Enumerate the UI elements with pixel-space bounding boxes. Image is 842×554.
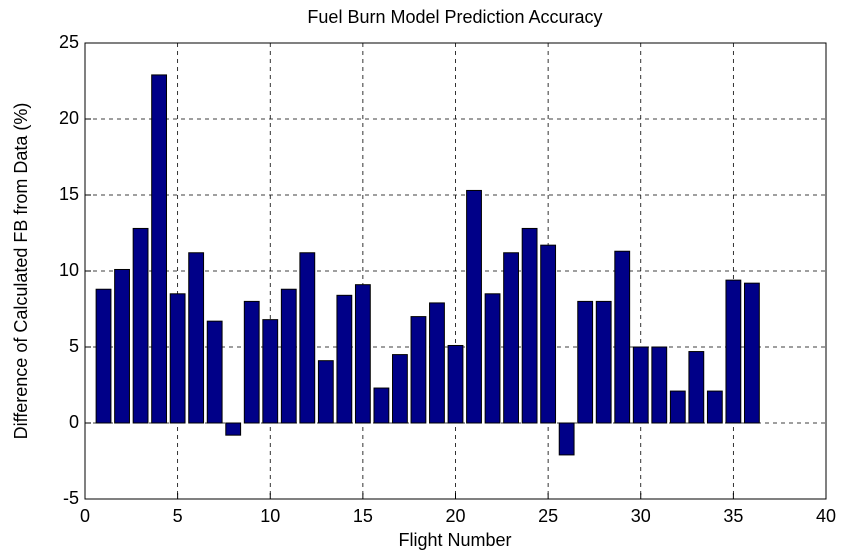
bar <box>392 354 408 424</box>
bar <box>132 227 149 424</box>
x-tick-label: 10 <box>260 506 280 526</box>
bar <box>410 316 427 424</box>
x-tick-label: 15 <box>353 506 373 526</box>
y-tick-label: 5 <box>69 336 79 356</box>
x-tick-label: 20 <box>445 506 465 526</box>
chart-title: Fuel Burn Model Prediction Accuracy <box>307 7 602 27</box>
x-tick-label: 30 <box>631 506 651 526</box>
y-tick-label: 15 <box>59 184 79 204</box>
bar <box>206 320 223 424</box>
bar <box>280 288 297 424</box>
bar <box>614 250 631 424</box>
bar <box>651 346 668 424</box>
bar <box>243 300 260 424</box>
x-tick-label: 0 <box>80 506 90 526</box>
y-tick-label: 25 <box>59 32 79 52</box>
bar <box>632 346 649 424</box>
bar <box>484 293 501 424</box>
bar <box>521 227 538 424</box>
bar <box>540 244 557 424</box>
bar <box>95 288 112 424</box>
x-tick-label: 40 <box>816 506 836 526</box>
bar <box>706 390 723 424</box>
y-tick-label: 0 <box>69 412 79 432</box>
bar <box>577 300 594 424</box>
bar <box>503 252 519 424</box>
bar <box>354 284 371 424</box>
bar <box>225 422 242 436</box>
bar <box>373 387 390 424</box>
bar <box>114 268 130 424</box>
bar <box>151 74 168 424</box>
bar <box>466 189 482 424</box>
bar <box>262 319 279 424</box>
plot-frame <box>84 42 827 500</box>
bar <box>725 279 742 424</box>
bar <box>669 390 686 424</box>
bar <box>169 293 186 424</box>
bar <box>558 422 575 456</box>
bar <box>188 252 205 424</box>
y-axis-label: Difference of Calculated FB from Data (%… <box>11 103 31 440</box>
bar <box>743 282 760 424</box>
x-tick-label: 35 <box>723 506 743 526</box>
bar <box>595 300 612 424</box>
x-tick-label: 5 <box>173 506 183 526</box>
bar <box>299 252 316 424</box>
y-tick-label: 20 <box>59 108 79 128</box>
x-tick-label: 25 <box>538 506 558 526</box>
bar <box>688 351 705 424</box>
y-tick-label: 10 <box>59 260 79 280</box>
x-axis-label: Flight Number <box>398 530 511 550</box>
bar <box>336 294 353 424</box>
y-tick-label: -5 <box>63 488 79 508</box>
bar <box>429 302 445 424</box>
bar <box>447 344 464 424</box>
bar <box>317 360 334 424</box>
